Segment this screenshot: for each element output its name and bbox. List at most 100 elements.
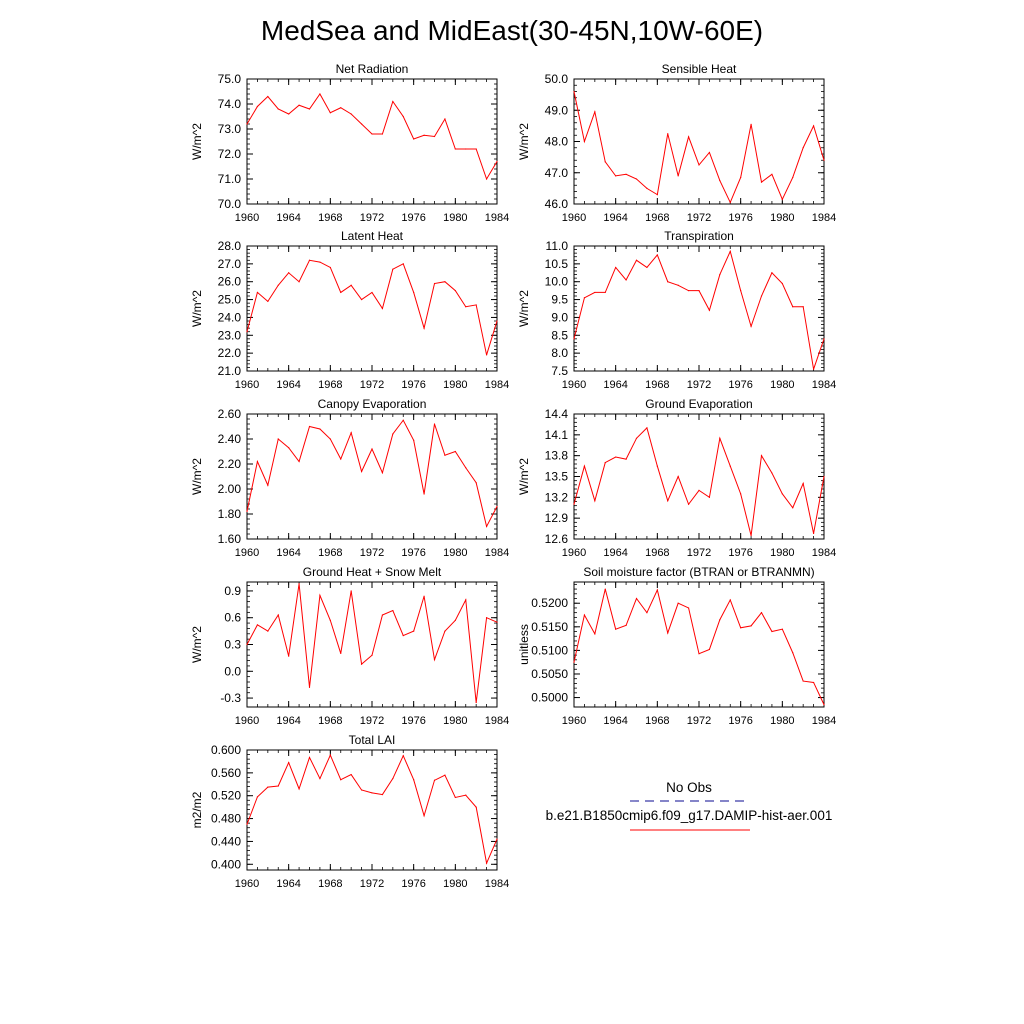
chart-soil-moisture-factor-btran-or-btranmn-xtick-label: 1960 bbox=[562, 715, 586, 727]
chart-transpiration-xtick-label: 1976 bbox=[728, 379, 752, 391]
chart-latent-heat-point bbox=[350, 284, 352, 286]
chart-net-radiation-point bbox=[485, 178, 488, 180]
chart-total-lai-point bbox=[381, 793, 384, 796]
legend-model-label: b.e21.B1850cmip6.f09_g17.DAMIP-hist-aer.… bbox=[546, 808, 833, 823]
chart-soil-moisture-factor-btran-or-btranmn-point bbox=[812, 681, 815, 684]
chart-canopy-evaporation-point bbox=[433, 423, 436, 425]
chart-ground-heat-snow-melt-ytick-label: -0.3 bbox=[220, 691, 241, 705]
chart-soil-moisture-factor-btran-or-btranmn-point bbox=[677, 602, 679, 604]
chart-latent-heat-ylabel: W/m^2 bbox=[190, 290, 204, 327]
chart-canopy-evaporation-ytick-label: 1.60 bbox=[218, 532, 242, 546]
chart-transpiration-point bbox=[792, 306, 794, 308]
chart-canopy-evaporation-point bbox=[475, 482, 477, 484]
chart-transpiration-xtick-label: 1960 bbox=[562, 379, 586, 391]
chart-total-lai-ytick-label: 0.560 bbox=[211, 766, 241, 780]
chart-transpiration-point bbox=[646, 266, 648, 269]
chart-latent-heat-point bbox=[277, 284, 279, 286]
chart-sensible-heat-point bbox=[615, 175, 617, 177]
chart-net-radiation-title: Net Radiation bbox=[336, 62, 409, 76]
chart-transpiration-ytick-label: 7.5 bbox=[551, 364, 568, 378]
chart-net-radiation-point bbox=[465, 148, 467, 150]
chart-net-radiation-ytick-label: 71.0 bbox=[218, 172, 242, 186]
chart-latent-heat-ytick-label: 21.0 bbox=[218, 364, 242, 378]
chart-ground-heat-snow-melt-xtick-label: 1984 bbox=[485, 715, 509, 727]
chart-transpiration-point bbox=[719, 273, 721, 276]
chart-canopy-evaporation-point bbox=[350, 432, 352, 434]
chart-total-lai-point bbox=[267, 786, 269, 788]
chart-soil-moisture-factor-btran-or-btranmn-xtick-label: 1972 bbox=[687, 715, 711, 727]
chart-sensible-heat-xtick-label: 1972 bbox=[687, 212, 711, 224]
chart-soil-moisture-factor-btran-or-btranmn-point bbox=[802, 680, 804, 682]
chart-soil-moisture-factor-btran-or-btranmn: Soil moisture factor (BTRAN or BTRANMN) u… bbox=[517, 565, 836, 727]
chart-transpiration-xtick-label: 1964 bbox=[603, 379, 627, 391]
chart-net-radiation: Net Radiation W/m^2 1960 1964 1968 1972 1976 19… bbox=[190, 62, 509, 224]
chart-canopy-evaporation-point bbox=[371, 448, 373, 450]
chart-canopy-evaporation-ytick-label: 2.20 bbox=[218, 457, 242, 471]
chart-sensible-heat-ytick-label: 46.0 bbox=[545, 197, 569, 211]
chart-sensible-heat-ytick-label: 49.0 bbox=[545, 103, 569, 117]
chart-transpiration-point bbox=[573, 338, 575, 340]
chart-transpiration-series-line bbox=[573, 249, 825, 370]
chart-ground-evaporation-point bbox=[615, 456, 617, 458]
chart-total-lai-xtick-label: 1972 bbox=[360, 878, 384, 890]
chart-sensible-heat-point bbox=[708, 151, 711, 154]
chart-soil-moisture-factor-btran-or-btranmn-xtick-label: 1984 bbox=[812, 715, 836, 727]
chart-ground-heat-snow-melt-point bbox=[485, 617, 488, 619]
chart-canopy-evaporation-xtick-label: 1964 bbox=[276, 547, 300, 559]
chart-ground-evaporation-point bbox=[792, 507, 794, 509]
chart-latent-heat-point bbox=[256, 291, 259, 294]
chart-net-radiation-point bbox=[371, 133, 373, 135]
chart-soil-moisture-factor-btran-or-btranmn-point bbox=[635, 597, 638, 600]
chart-ground-heat-snow-melt-point bbox=[329, 619, 331, 621]
chart-ground-heat-snow-melt-point bbox=[371, 654, 373, 656]
chart-net-radiation-xtick-label: 1964 bbox=[276, 212, 300, 224]
chart-soil-moisture-factor-btran-or-btranmn-ytick-label: 0.5050 bbox=[531, 667, 568, 681]
chart-transpiration-point bbox=[740, 290, 742, 292]
chart-transpiration-point bbox=[781, 282, 783, 285]
chart-sensible-heat-point bbox=[573, 90, 575, 93]
chart-canopy-evaporation: Canopy Evaporation W/m^2 1960 1964 1968 1972 1… bbox=[190, 397, 509, 559]
chart-soil-moisture-factor-btran-or-btranmn-point bbox=[667, 632, 669, 634]
chart-ground-heat-snow-melt-point bbox=[267, 630, 269, 632]
chart-net-radiation-xtick-label: 1960 bbox=[235, 212, 259, 224]
chart-ground-evaporation-point bbox=[708, 496, 711, 498]
chart-ground-evaporation-ytick-label: 14.1 bbox=[545, 428, 569, 442]
chart-canopy-evaporation-xtick-label: 1972 bbox=[360, 547, 384, 559]
chart-net-radiation-point bbox=[360, 123, 363, 125]
chart-total-lai-point bbox=[496, 838, 498, 840]
chart-sensible-heat-point bbox=[812, 125, 815, 127]
chart-ground-heat-snow-melt-xtick-label: 1980 bbox=[443, 715, 467, 727]
chart-transpiration-point bbox=[760, 295, 763, 297]
chart-total-lai-point bbox=[256, 796, 259, 798]
chart-ground-heat-snow-melt-point bbox=[392, 609, 394, 612]
chart-ground-heat-snow-melt-point bbox=[319, 594, 321, 596]
chart-soil-moisture-factor-btran-or-btranmn-point bbox=[740, 627, 742, 629]
chart-ground-evaporation-ylabel: W/m^2 bbox=[517, 458, 531, 495]
chart-latent-heat-xtick-label: 1968 bbox=[318, 379, 342, 391]
chart-soil-moisture-factor-btran-or-btranmn-point bbox=[615, 628, 617, 630]
chart-sensible-heat-point bbox=[677, 175, 679, 177]
chart-latent-heat-point bbox=[288, 272, 290, 274]
chart-total-lai-ytick-label: 0.440 bbox=[211, 834, 241, 848]
chart-ground-evaporation-point bbox=[698, 489, 700, 491]
chart-transpiration-ytick-label: 10.0 bbox=[545, 275, 569, 289]
chart-sensible-heat-ytick-label: 50.0 bbox=[545, 72, 569, 86]
chart-transpiration-title: Transpiration bbox=[664, 229, 734, 243]
chart-latent-heat-point bbox=[319, 261, 321, 263]
chart-net-radiation-ytick-label: 70.0 bbox=[218, 197, 242, 211]
chart-net-radiation-frame bbox=[246, 78, 498, 205]
chart-canopy-evaporation-point bbox=[308, 425, 311, 428]
chart-total-lai-point bbox=[277, 785, 279, 787]
chart-latent-heat-point bbox=[485, 354, 488, 356]
chart-sensible-heat-point bbox=[583, 140, 586, 143]
chart-transpiration-ytick-label: 11.0 bbox=[546, 239, 569, 253]
chart-ground-evaporation-xtick-label: 1976 bbox=[728, 547, 752, 559]
chart-transpiration-point bbox=[708, 309, 711, 311]
chart-soil-moisture-factor-btran-or-btranmn-point bbox=[656, 589, 658, 591]
chart-sensible-heat: Sensible Heat W/m^2 1960 1964 1968 1972 1976 19… bbox=[517, 62, 836, 224]
chart-sensible-heat-ytick-label: 47.0 bbox=[545, 166, 569, 180]
chart-sensible-heat-series-line bbox=[573, 91, 825, 204]
chart-transpiration-ytick-label: 8.0 bbox=[551, 346, 568, 360]
chart-total-lai-ylabel: m2/m2 bbox=[190, 791, 204, 828]
chart-latent-heat-ytick-label: 27.0 bbox=[218, 257, 242, 271]
